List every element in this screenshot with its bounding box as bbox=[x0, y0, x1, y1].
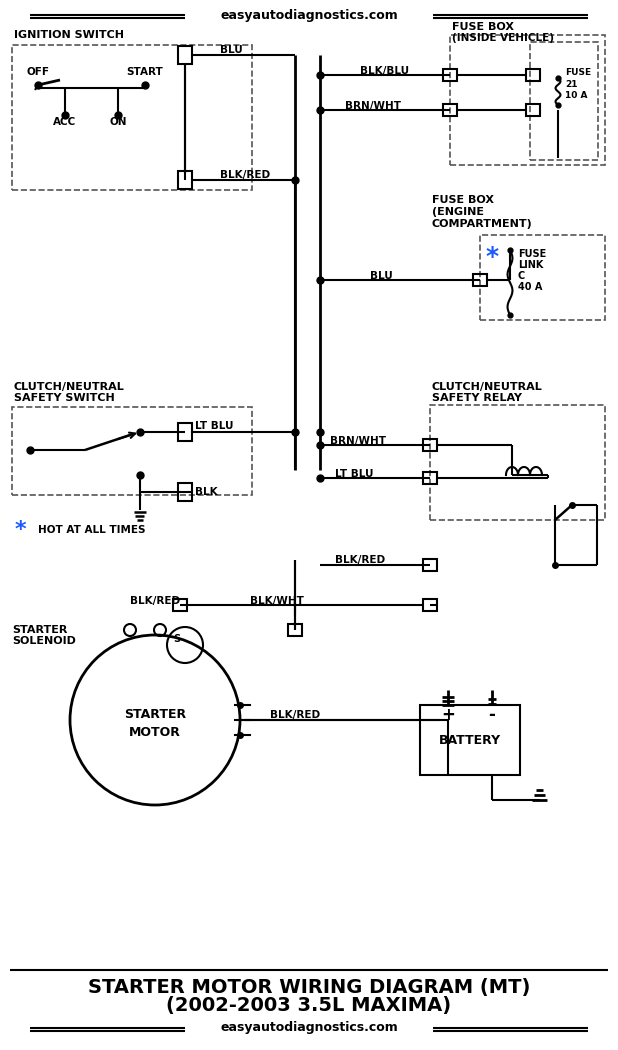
Text: FUSE: FUSE bbox=[518, 249, 546, 259]
Text: ACC: ACC bbox=[53, 117, 77, 127]
Text: SAFETY RELAY: SAFETY RELAY bbox=[432, 393, 522, 403]
Text: 21: 21 bbox=[565, 80, 577, 89]
Text: BLU: BLU bbox=[370, 271, 393, 281]
Text: SAFETY SWITCH: SAFETY SWITCH bbox=[14, 393, 115, 403]
Text: IGNITION SWITCH: IGNITION SWITCH bbox=[14, 30, 124, 40]
Text: BLK/RED: BLK/RED bbox=[130, 596, 180, 606]
Text: (INSIDE VEHICLE): (INSIDE VEHICLE) bbox=[452, 33, 554, 43]
Text: FUSE BOX: FUSE BOX bbox=[452, 22, 514, 32]
Text: (2002-2003 3.5L MAXIMA): (2002-2003 3.5L MAXIMA) bbox=[166, 996, 452, 1015]
Text: C: C bbox=[518, 271, 525, 281]
Bar bbox=[443, 69, 457, 81]
Text: MOTOR: MOTOR bbox=[129, 726, 181, 738]
Bar bbox=[526, 69, 540, 81]
Text: LT BLU: LT BLU bbox=[195, 421, 234, 430]
Text: STARTER MOTOR WIRING DIAGRAM (MT): STARTER MOTOR WIRING DIAGRAM (MT) bbox=[88, 978, 530, 996]
Bar bbox=[178, 423, 192, 441]
Bar bbox=[178, 483, 192, 501]
Text: -: - bbox=[489, 706, 496, 724]
Bar bbox=[443, 104, 457, 116]
Bar bbox=[178, 171, 192, 189]
Bar bbox=[178, 46, 192, 64]
Bar bbox=[450, 35, 605, 165]
Text: CLUTCH/NEUTRAL: CLUTCH/NEUTRAL bbox=[14, 382, 125, 392]
Bar bbox=[423, 559, 437, 571]
Text: BRN/WHT: BRN/WHT bbox=[345, 101, 401, 111]
Text: START: START bbox=[127, 67, 163, 77]
Text: (ENGINE: (ENGINE bbox=[432, 207, 484, 217]
Bar bbox=[423, 598, 437, 611]
Text: easyautodiagnostics.com: easyautodiagnostics.com bbox=[220, 1022, 398, 1034]
Text: LT BLU: LT BLU bbox=[335, 469, 373, 479]
Bar bbox=[288, 624, 302, 636]
Text: BLU: BLU bbox=[220, 45, 243, 55]
Text: OFF: OFF bbox=[27, 67, 49, 77]
Text: BLK/RED: BLK/RED bbox=[220, 170, 270, 180]
Text: S: S bbox=[174, 634, 180, 644]
Bar bbox=[526, 104, 540, 116]
Text: CLUTCH/NEUTRAL: CLUTCH/NEUTRAL bbox=[432, 382, 543, 392]
Bar bbox=[423, 472, 437, 484]
Text: BLK/WHT: BLK/WHT bbox=[250, 596, 304, 606]
Text: STARTER: STARTER bbox=[12, 625, 67, 635]
Bar bbox=[420, 705, 520, 775]
Bar bbox=[530, 42, 598, 160]
Text: BLK: BLK bbox=[195, 487, 218, 497]
Text: STARTER: STARTER bbox=[124, 709, 186, 721]
Text: SOLENOID: SOLENOID bbox=[12, 636, 76, 646]
Bar bbox=[173, 598, 187, 611]
Bar bbox=[423, 439, 437, 452]
Text: BLK/RED: BLK/RED bbox=[335, 555, 385, 565]
Text: +: + bbox=[441, 706, 455, 724]
Bar bbox=[480, 235, 605, 320]
Text: FUSE BOX: FUSE BOX bbox=[432, 195, 494, 205]
Text: FUSE: FUSE bbox=[565, 68, 591, 77]
Bar bbox=[473, 274, 487, 286]
Text: *: * bbox=[14, 520, 26, 540]
Text: ON: ON bbox=[109, 117, 127, 127]
Text: BRN/WHT: BRN/WHT bbox=[330, 436, 386, 446]
Text: BATTERY: BATTERY bbox=[439, 734, 501, 747]
Bar bbox=[12, 407, 252, 495]
Text: HOT AT ALL TIMES: HOT AT ALL TIMES bbox=[38, 525, 145, 536]
Text: BLK/RED: BLK/RED bbox=[270, 710, 320, 720]
Bar bbox=[430, 405, 605, 520]
Text: BLK/BLU: BLK/BLU bbox=[360, 66, 409, 76]
Text: *: * bbox=[485, 245, 499, 269]
Text: LINK: LINK bbox=[518, 260, 543, 270]
Text: 10 A: 10 A bbox=[565, 91, 588, 100]
Bar bbox=[12, 45, 252, 190]
Text: COMPARTMENT): COMPARTMENT) bbox=[432, 219, 533, 229]
Text: easyautodiagnostics.com: easyautodiagnostics.com bbox=[220, 8, 398, 21]
Text: 40 A: 40 A bbox=[518, 282, 543, 292]
